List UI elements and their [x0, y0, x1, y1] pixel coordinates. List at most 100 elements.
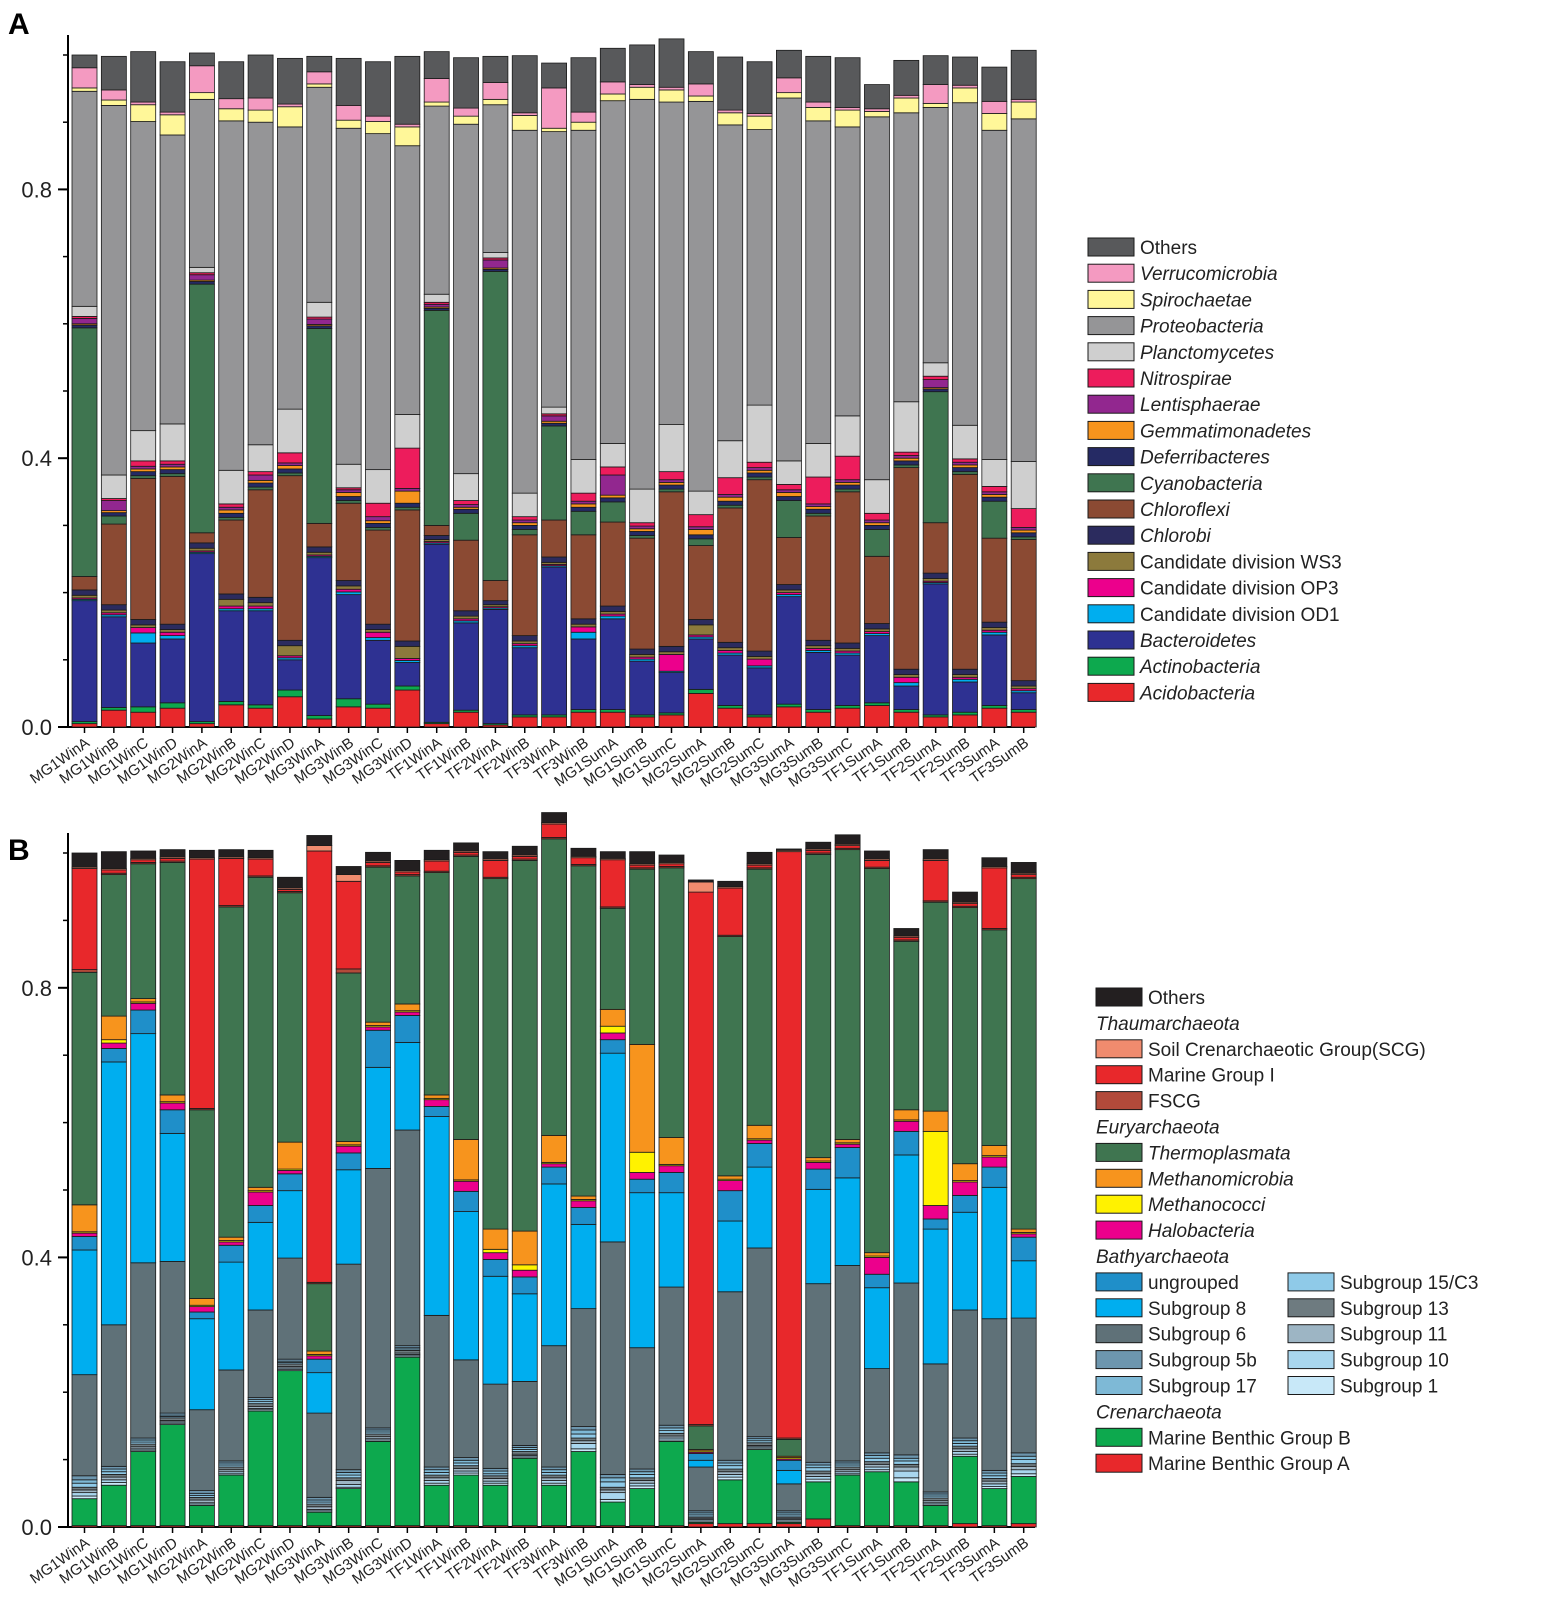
segment-others	[1010, 862, 1037, 874]
segment-subgroup-8	[453, 1211, 479, 1361]
legend-item-proteobacteria: Proteobacteria	[1087, 316, 1264, 338]
segment-cyanobacteria	[570, 510, 597, 536]
segment-subgroup-6	[453, 1359, 479, 1458]
segment-halobacteria	[599, 1032, 626, 1041]
segment-nitrospirae	[1010, 508, 1037, 528]
bar-tf2wina	[482, 851, 509, 1528]
segment-nitrospirae	[629, 522, 656, 527]
segment-halobacteria	[394, 1011, 421, 1016]
segment-planctomycetes	[629, 488, 656, 524]
bar-tf3winb	[570, 847, 597, 1528]
segment-deferribacteres	[1010, 532, 1037, 538]
segment-lentisphaerae	[570, 500, 597, 505]
segment-spirochaetae	[893, 97, 920, 114]
segment-halobacteria	[482, 1252, 509, 1260]
segment-gemmatimonadetes	[776, 492, 802, 497]
segment-marine-group-i	[71, 868, 98, 971]
segment-halobacteria	[218, 1241, 245, 1246]
legend-item-subgroup-1: Subgroup 1	[1287, 1376, 1438, 1398]
legend-label: Subgroup 10	[1340, 1351, 1449, 1372]
segment-spirochaetae	[717, 112, 744, 126]
segment-deferribacteres	[394, 502, 421, 508]
bar-mg3sumb	[805, 841, 832, 1528]
segment-bacteroidetes	[453, 622, 479, 711]
legend-item-subgroup-5b: Subgroup 5b	[1095, 1350, 1257, 1372]
segment-halobacteria	[629, 1172, 656, 1180]
legend-swatch	[1087, 630, 1135, 650]
segment-chloroflexi	[687, 545, 714, 620]
segment-chloroflexi	[277, 475, 303, 641]
segment-candidate-division-ws3	[893, 674, 920, 678]
segment-ungrouped	[922, 1218, 949, 1230]
segment-others	[394, 55, 421, 125]
segment-subgroup-5b	[658, 1424, 685, 1429]
segment-ungrouped	[306, 1358, 333, 1374]
segment-bacteroidetes	[541, 566, 567, 716]
segment-bacteroidetes	[922, 583, 949, 716]
segment-bacteroidetes	[893, 685, 920, 710]
bar-tf3sumb	[1010, 862, 1037, 1528]
segment-candidate-division-ws3	[981, 627, 1008, 631]
segment-subgroup-8	[893, 1154, 920, 1284]
segment-lentisphaerae	[511, 519, 538, 524]
segment-subgroup-6	[100, 1324, 127, 1467]
segment-actinobacteria	[277, 689, 303, 698]
segment-actinobacteria	[687, 688, 714, 694]
segment-chlorobi	[247, 596, 274, 604]
segment-subgroup-6	[717, 1291, 744, 1461]
segment-candidate-division-ws3	[599, 611, 626, 615]
segment-others	[599, 47, 626, 83]
segment-others	[335, 866, 362, 875]
segment-methanococci	[100, 1039, 127, 1044]
legend-label: Subgroup 11	[1340, 1325, 1447, 1346]
segment-nitrospirae	[394, 447, 421, 489]
segment-others	[864, 850, 890, 860]
segment-spirochaetae	[218, 108, 245, 122]
segment-nitrospirae	[130, 460, 157, 467]
segment-methanococci	[511, 1264, 538, 1271]
segment-proteobacteria	[864, 116, 890, 481]
segment-subgroup-5b	[893, 1454, 920, 1459]
bar-mg1winc	[130, 850, 157, 1528]
segment-lentisphaerae	[834, 479, 861, 483]
segment-thermoplasmata	[687, 1425, 714, 1450]
segment-chlorobi	[277, 639, 303, 647]
legend-label: Cyanobacteria	[1140, 474, 1263, 495]
segment-chlorobi	[570, 618, 597, 625]
segment-cyanobacteria	[453, 512, 479, 541]
segment-candidate-division-ws3	[247, 602, 274, 607]
segment-candidate-division-ws3	[100, 609, 127, 614]
segment-proteobacteria	[658, 101, 685, 425]
bar-mg2wina	[188, 52, 215, 728]
segment-subgroup-1	[805, 1478, 832, 1483]
segment-subgroup-10	[805, 1476, 832, 1480]
legend-swatch	[1087, 368, 1135, 388]
segment-proteobacteria	[394, 145, 421, 415]
segment-methanomicrobia	[277, 1141, 303, 1170]
segment-deferribacteres	[159, 469, 186, 475]
segment-planctomycetes	[952, 424, 978, 460]
segment-planctomycetes	[423, 293, 450, 303]
segment-subgroup-15-c3	[805, 1467, 832, 1472]
segment-candidate-division-ws3	[511, 640, 538, 645]
segment-marine-group-i	[570, 857, 597, 865]
segment-chloroflexi	[482, 580, 509, 602]
segment-halobacteria	[570, 1200, 597, 1208]
segment-bacteroidetes	[599, 618, 626, 710]
segment-subgroup-1	[100, 1482, 127, 1486]
legend-item-fscg: FSCG	[1095, 1091, 1201, 1113]
segment-nitrospirae	[864, 512, 890, 521]
segment-marine-benthic-group-b	[746, 1449, 773, 1525]
segment-subgroup-15-c3	[335, 1474, 362, 1479]
segment-subgroup-13	[159, 1417, 186, 1421]
segment-subgroup-11	[188, 1499, 215, 1504]
segment-subgroup-5b	[570, 1426, 597, 1431]
legend-swatch	[1087, 394, 1135, 414]
segment-others	[365, 851, 391, 862]
segment-actinobacteria	[981, 705, 1008, 709]
segment-lentisphaerae	[394, 488, 421, 492]
segment-methanomicrobia	[864, 1252, 890, 1257]
segment-lentisphaerae	[130, 465, 157, 470]
segment-deferribacteres	[776, 496, 802, 501]
segment-ungrouped	[805, 1168, 832, 1190]
